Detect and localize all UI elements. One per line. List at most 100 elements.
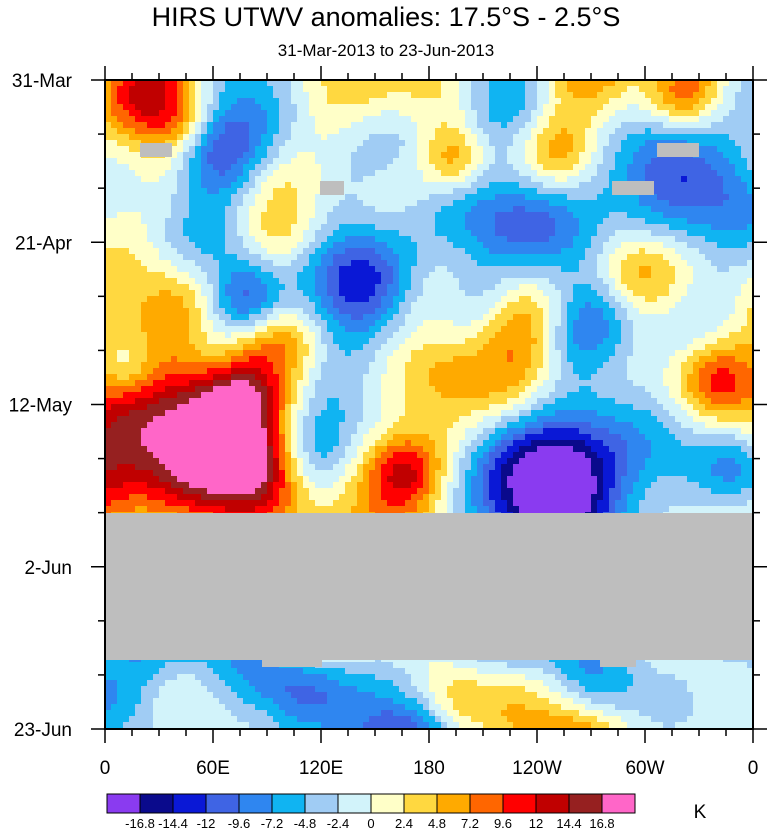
anomaly-cell: [207, 122, 214, 129]
anomaly-cell: [657, 338, 664, 345]
anomaly-cell: [261, 272, 268, 279]
anomaly-cell: [129, 116, 136, 123]
anomaly-cell: [309, 182, 316, 189]
anomaly-cell: [597, 92, 604, 99]
anomaly-cell: [747, 230, 753, 237]
anomaly-cell: [501, 128, 508, 135]
anomaly-cell: [225, 248, 232, 255]
anomaly-cell: [699, 116, 706, 123]
anomaly-cell: [123, 206, 130, 213]
anomaly-cell: [525, 134, 532, 141]
anomaly-cell: [405, 350, 412, 357]
anomaly-cell: [441, 110, 448, 117]
anomaly-cell: [363, 122, 370, 129]
anomaly-cell: [357, 290, 364, 297]
anomaly-cell: [381, 326, 388, 333]
anomaly-cell: [615, 218, 622, 225]
anomaly-cell: [567, 188, 574, 195]
anomaly-cell: [291, 152, 298, 159]
anomaly-cell: [735, 338, 742, 345]
anomaly-cell: [417, 284, 424, 291]
anomaly-cell: [741, 350, 748, 357]
anomaly-cell: [693, 254, 700, 261]
anomaly-cell: [525, 188, 532, 195]
anomaly-cell: [675, 290, 682, 297]
anomaly-cell: [669, 212, 676, 219]
anomaly-cell: [465, 308, 472, 315]
anomaly-cell: [495, 278, 502, 285]
anomaly-cell: [495, 86, 502, 93]
anomaly-cell: [231, 272, 238, 279]
anomaly-cell: [705, 284, 712, 291]
anomaly-cell: [165, 260, 172, 267]
anomaly-cell: [393, 284, 400, 291]
anomaly-cell: [717, 260, 724, 267]
anomaly-cell: [687, 200, 694, 207]
anomaly-cell: [507, 146, 514, 153]
anomaly-cell: [561, 314, 568, 321]
anomaly-cell: [717, 332, 724, 339]
anomaly-cell: [279, 98, 286, 105]
anomaly-cell: [105, 146, 112, 153]
anomaly-cell: [129, 284, 136, 291]
anomaly-cell: [555, 98, 562, 105]
anomaly-cell: [315, 176, 322, 183]
anomaly-cell: [651, 296, 658, 303]
anomaly-cell: [303, 80, 310, 87]
anomaly-cell: [291, 86, 298, 93]
anomaly-cell: [669, 224, 676, 231]
anomaly-cell: [651, 350, 658, 357]
anomaly-cell: [603, 230, 610, 237]
anomaly-cell: [663, 344, 670, 351]
anomaly-cell: [459, 92, 466, 99]
anomaly-cell: [105, 188, 112, 195]
anomaly-cell: [261, 284, 268, 291]
anomaly-cell: [165, 110, 172, 117]
anomaly-cell: [189, 170, 196, 177]
anomaly-cell: [183, 248, 190, 255]
anomaly-cell: [225, 212, 232, 219]
anomaly-cell: [285, 128, 292, 135]
anomaly-cell: [297, 224, 304, 231]
anomaly-cell: [165, 206, 172, 213]
anomaly-cell: [513, 290, 520, 297]
anomaly-cell: [159, 344, 166, 351]
anomaly-cell: [327, 122, 334, 129]
anomaly-cell: [315, 188, 322, 195]
anomaly-cell: [195, 110, 202, 117]
anomaly-cell: [303, 206, 310, 213]
anomaly-cell: [615, 212, 622, 219]
anomaly-cell: [687, 194, 694, 201]
anomaly-cell: [723, 302, 730, 309]
anomaly-cell: [633, 116, 640, 123]
anomaly-cell: [429, 122, 436, 129]
anomaly-cell: [327, 308, 334, 315]
anomaly-cell: [735, 236, 742, 243]
anomaly-cell: [417, 104, 424, 111]
anomaly-cell: [105, 260, 112, 267]
anomaly-cell: [453, 188, 460, 195]
anomaly-cell: [435, 188, 442, 195]
anomaly-cell: [513, 224, 520, 231]
anomaly-cell: [675, 242, 682, 249]
anomaly-cell: [447, 266, 454, 273]
anomaly-cell: [279, 134, 286, 141]
anomaly-cell: [291, 158, 298, 165]
anomaly-cell: [573, 350, 580, 357]
anomaly-cell: [387, 308, 394, 315]
anomaly-cell: [507, 104, 514, 111]
anomaly-cell: [543, 194, 550, 201]
anomaly-cell: [627, 140, 634, 147]
anomaly-cell: [441, 314, 448, 321]
anomaly-cell: [675, 194, 682, 201]
anomaly-cell: [465, 272, 472, 279]
anomaly-cell: [213, 326, 220, 333]
anomaly-cell: [729, 98, 736, 105]
anomaly-cell: [219, 338, 226, 345]
anomaly-cell: [465, 320, 472, 327]
anomaly-cell: [435, 206, 442, 213]
anomaly-cell: [741, 98, 748, 105]
anomaly-cell: [363, 308, 370, 315]
anomaly-cell: [477, 164, 484, 171]
anomaly-cell: [177, 266, 184, 273]
